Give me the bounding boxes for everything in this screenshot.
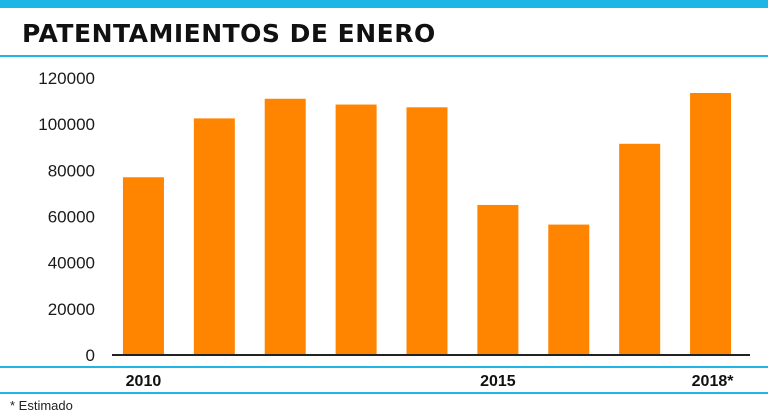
x-axis: 2010 2015 2018* bbox=[126, 373, 735, 390]
x-tick-label: 2018* bbox=[692, 373, 735, 390]
bar-2010 bbox=[122, 177, 164, 355]
y-tick-label: 60000 bbox=[48, 208, 95, 227]
y-axis: 0 20000 40000 60000 80000 100000 120000 bbox=[38, 69, 95, 365]
bar-2011 bbox=[193, 118, 235, 355]
y-tick-label: 20000 bbox=[48, 300, 95, 319]
y-tick-label: 80000 bbox=[48, 161, 95, 180]
y-tick-label: 0 bbox=[86, 346, 95, 365]
bar-2015 bbox=[477, 204, 519, 355]
bar-2013 bbox=[335, 104, 377, 355]
footnote: * Estimado bbox=[10, 398, 73, 413]
y-tick-label: 120000 bbox=[38, 69, 95, 88]
bar-2018* bbox=[690, 93, 732, 356]
y-tick-label: 40000 bbox=[48, 254, 95, 273]
x-tick-label: 2010 bbox=[126, 373, 162, 390]
axis-label-top-rule bbox=[0, 366, 768, 368]
title-underline bbox=[0, 55, 768, 57]
bar-2017 bbox=[619, 143, 661, 355]
top-accent-stripe bbox=[0, 0, 768, 8]
x-tick-label: 2015 bbox=[480, 373, 516, 390]
bar-2012 bbox=[264, 98, 306, 356]
bar-2016 bbox=[548, 224, 590, 355]
chart-title: PATENTAMIENTOS DE ENERO bbox=[22, 19, 436, 48]
axis-label-bottom-rule bbox=[0, 392, 768, 394]
y-tick-label: 100000 bbox=[38, 115, 95, 134]
bar-2014 bbox=[406, 107, 448, 356]
bar-series bbox=[122, 93, 732, 356]
